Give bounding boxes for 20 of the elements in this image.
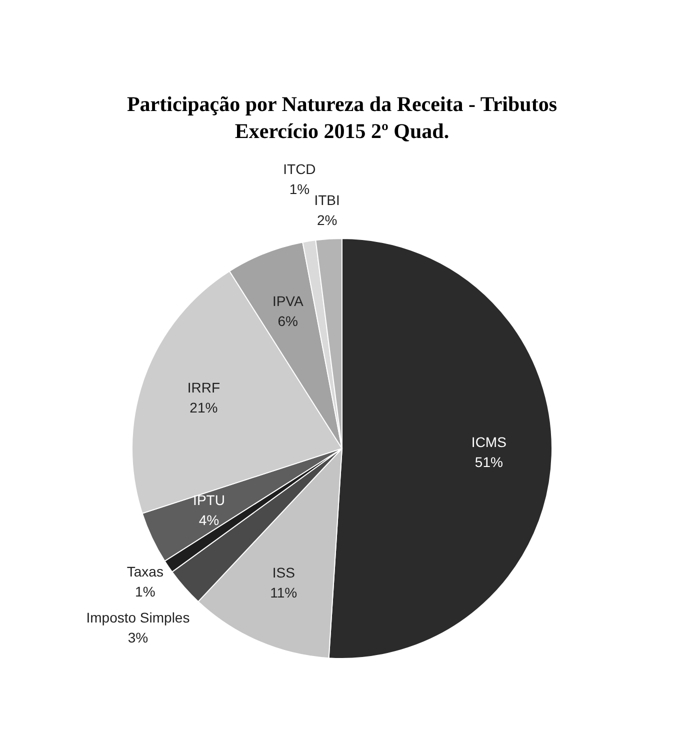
- data-label: 4%: [198, 512, 220, 528]
- slice-label: Imposto Simples: [86, 609, 190, 626]
- data-label: 2%: [316, 212, 338, 228]
- slice-label: ISS: [272, 564, 295, 580]
- slice-label: ITBI: [314, 192, 340, 208]
- slice-label: ICMS: [471, 434, 506, 450]
- data-label: 6%: [278, 312, 298, 329]
- data-label: 11%: [270, 584, 298, 600]
- slice-label: Taxas: [126, 563, 164, 580]
- chart-title: Participação por Natureza da Receita - Tributos: [126, 92, 558, 116]
- data-label: 51%: [474, 454, 503, 470]
- data-label: 21%: [190, 400, 218, 416]
- slice-label: IPTU: [193, 492, 225, 508]
- slice-label: IPVA: [272, 292, 304, 309]
- data-label: 1%: [135, 583, 156, 600]
- slice-label: IRRF: [187, 380, 220, 396]
- chart-subtitle: Exercício 2015 2º Quad.: [234, 119, 450, 143]
- data-label: 3%: [128, 629, 148, 646]
- data-label: 1%: [289, 180, 310, 197]
- slice-label: ITCD: [283, 160, 316, 177]
